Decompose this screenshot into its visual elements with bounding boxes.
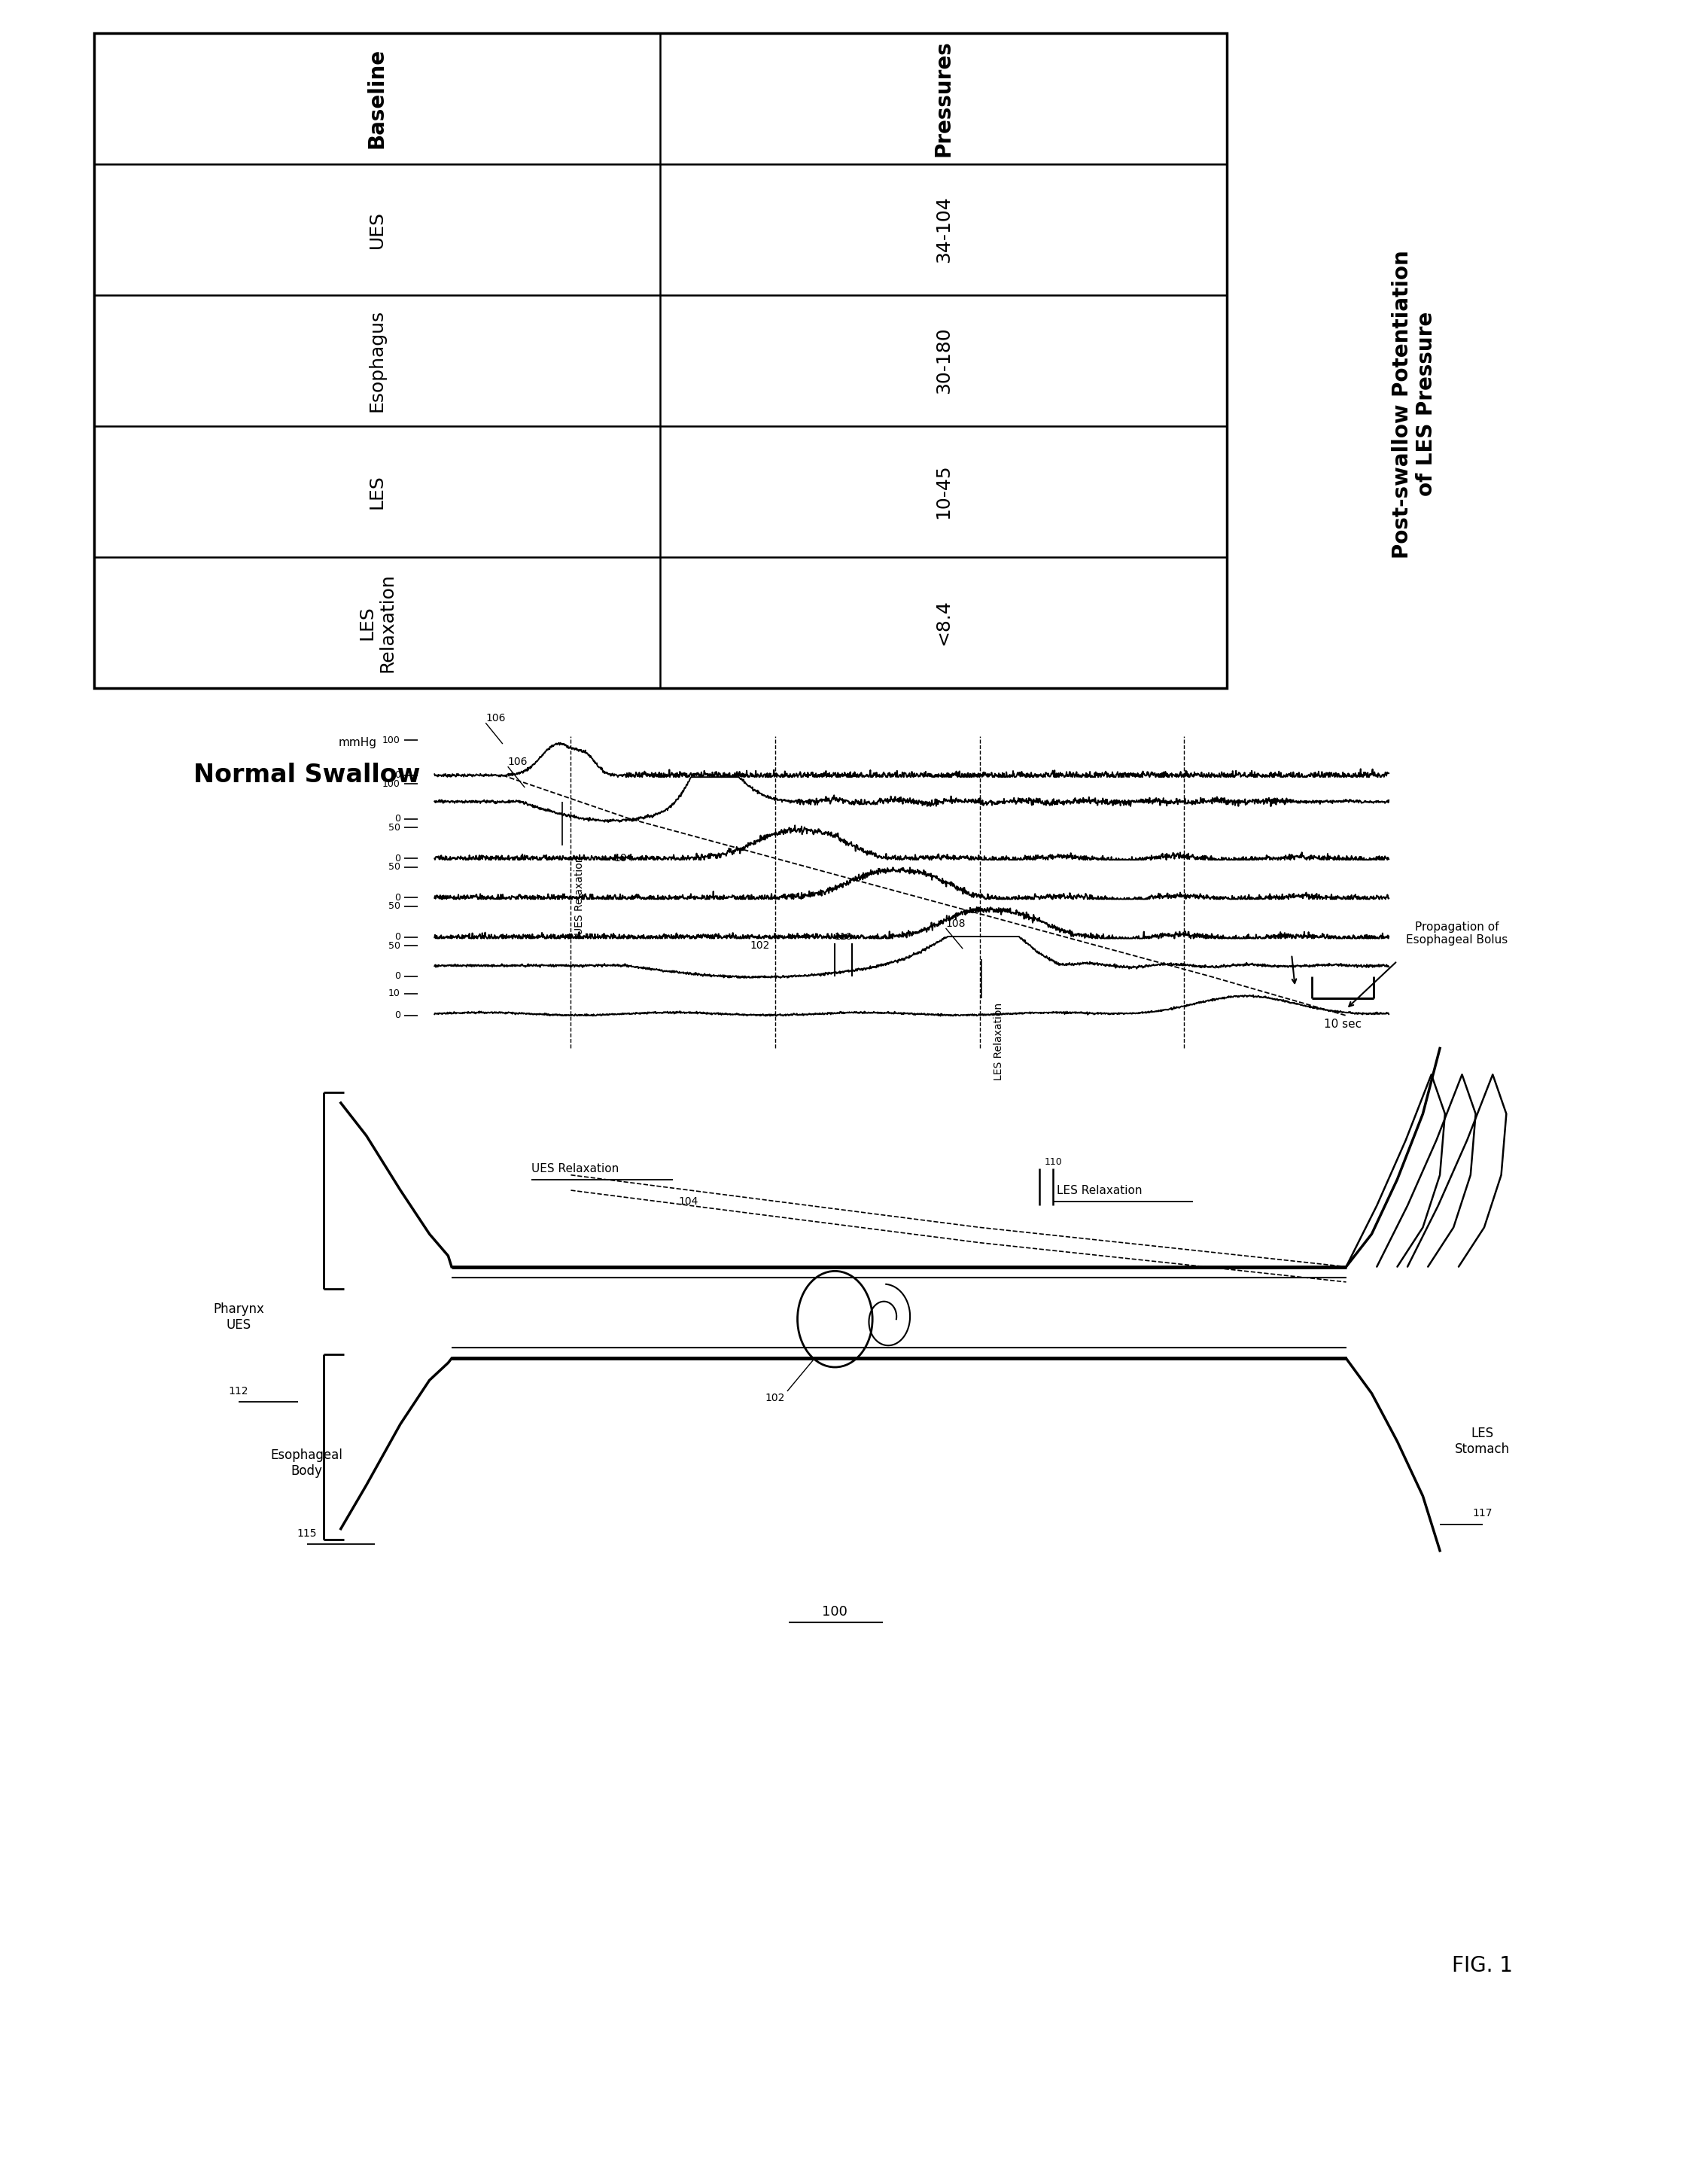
Text: 106: 106 <box>508 758 528 767</box>
Text: LES Relaxation: LES Relaxation <box>1056 1184 1142 1197</box>
Text: Normal Swallow: Normal Swallow <box>193 762 421 788</box>
Text: 104: 104 <box>678 1197 699 1206</box>
Text: LES
Relaxation: LES Relaxation <box>358 572 397 673</box>
Text: 115: 115 <box>296 1529 317 1538</box>
Text: Pressures: Pressures <box>934 39 954 157</box>
Text: 100: 100 <box>823 1605 847 1618</box>
Text: 10-45: 10-45 <box>934 463 953 520</box>
Text: 106: 106 <box>486 714 506 723</box>
Text: FIG. 1: FIG. 1 <box>1452 1955 1513 1977</box>
Text: 108: 108 <box>946 919 966 928</box>
Text: 100: 100 <box>382 780 400 788</box>
Text: 0: 0 <box>394 972 400 981</box>
Text: 0: 0 <box>394 933 400 941</box>
Text: mmHg: mmHg <box>339 736 377 749</box>
Text: Propagation of
Esophageal Bolus: Propagation of Esophageal Bolus <box>1406 922 1508 946</box>
Text: 117: 117 <box>1472 1509 1493 1518</box>
Text: UES: UES <box>368 210 387 249</box>
Text: 34-104: 34-104 <box>934 197 953 262</box>
Text: 102: 102 <box>765 1393 786 1402</box>
Text: 0: 0 <box>394 1011 400 1020</box>
Text: 0: 0 <box>394 854 400 863</box>
Text: UES Relaxation: UES Relaxation <box>574 856 584 935</box>
Text: Pharynx
UES: Pharynx UES <box>213 1302 264 1332</box>
Text: 102: 102 <box>750 941 770 950</box>
Text: LES Relaxation: LES Relaxation <box>993 1002 1004 1081</box>
Text: 110: 110 <box>1045 1158 1062 1166</box>
Text: LES
Stomach: LES Stomach <box>1455 1426 1510 1457</box>
Text: 104: 104 <box>613 854 634 863</box>
Text: 50: 50 <box>389 863 400 871</box>
Text: LES: LES <box>368 474 387 509</box>
Text: 112: 112 <box>228 1387 249 1396</box>
Text: 50: 50 <box>389 941 400 950</box>
Text: 0: 0 <box>394 893 400 902</box>
Text: 110: 110 <box>835 933 852 941</box>
Text: Esophagus: Esophagus <box>368 310 387 411</box>
Text: 30-180: 30-180 <box>934 328 953 393</box>
Text: UES Relaxation: UES Relaxation <box>532 1162 619 1175</box>
Text: <8.4: <8.4 <box>934 601 953 644</box>
Bar <box>94 33 1227 688</box>
Text: 50: 50 <box>389 902 400 911</box>
Text: 10 sec: 10 sec <box>1324 1018 1361 1031</box>
Text: Esophageal
Body: Esophageal Body <box>271 1448 343 1479</box>
Text: 10: 10 <box>389 989 400 998</box>
Text: Baseline: Baseline <box>366 48 387 149</box>
Text: 0: 0 <box>394 771 400 780</box>
Text: 100: 100 <box>382 736 400 745</box>
Text: 50: 50 <box>389 823 400 832</box>
Text: Post-swallow Potentiation
of LES Pressure: Post-swallow Potentiation of LES Pressur… <box>1392 249 1436 559</box>
Text: 0: 0 <box>394 815 400 823</box>
